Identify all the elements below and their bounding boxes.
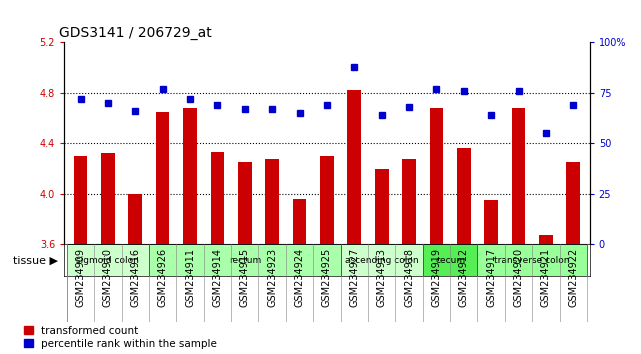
Bar xyxy=(293,199,306,244)
Bar xyxy=(128,194,142,244)
Text: GSM234918: GSM234918 xyxy=(404,248,414,307)
Text: GSM234921: GSM234921 xyxy=(541,248,551,307)
Text: GSM234912: GSM234912 xyxy=(459,248,469,307)
Bar xyxy=(156,112,169,244)
Text: GSM234917: GSM234917 xyxy=(486,248,496,307)
Text: GSM234914: GSM234914 xyxy=(212,248,222,307)
Bar xyxy=(149,244,340,276)
Text: transverse colon: transverse colon xyxy=(494,256,570,265)
Bar xyxy=(512,108,526,244)
Text: sigmoid colon: sigmoid colon xyxy=(76,256,139,265)
Text: cecum: cecum xyxy=(435,256,465,265)
Text: GDS3141 / 206729_at: GDS3141 / 206729_at xyxy=(59,26,212,40)
Bar xyxy=(340,244,422,276)
Text: ascending colon: ascending colon xyxy=(345,256,419,265)
Text: GSM234916: GSM234916 xyxy=(130,248,140,307)
Bar xyxy=(265,159,279,244)
Bar xyxy=(429,108,444,244)
Text: GSM234909: GSM234909 xyxy=(76,248,85,307)
Bar xyxy=(375,169,388,244)
Bar xyxy=(320,156,334,244)
Bar xyxy=(457,148,470,244)
Text: GSM234913: GSM234913 xyxy=(377,248,387,307)
Text: rectum: rectum xyxy=(229,256,261,265)
Bar xyxy=(347,90,361,244)
Bar xyxy=(74,156,87,244)
Text: GSM234911: GSM234911 xyxy=(185,248,195,307)
Text: GSM234910: GSM234910 xyxy=(103,248,113,307)
Bar xyxy=(567,162,580,244)
Text: GSM234925: GSM234925 xyxy=(322,248,332,307)
Bar xyxy=(402,159,416,244)
Bar xyxy=(485,200,498,244)
Bar xyxy=(539,235,553,244)
Text: GSM234922: GSM234922 xyxy=(569,248,578,307)
Text: GSM234927: GSM234927 xyxy=(349,248,360,307)
Bar xyxy=(183,108,197,244)
Bar xyxy=(101,153,115,244)
Bar xyxy=(478,244,587,276)
Legend: transformed count, percentile rank within the sample: transformed count, percentile rank withi… xyxy=(24,326,217,349)
Bar xyxy=(238,162,252,244)
Bar xyxy=(210,152,224,244)
Text: GSM234926: GSM234926 xyxy=(158,248,168,307)
Bar xyxy=(67,244,149,276)
Bar xyxy=(422,244,478,276)
Text: tissue ▶: tissue ▶ xyxy=(13,255,58,265)
Text: GSM234919: GSM234919 xyxy=(431,248,442,307)
Text: GSM234915: GSM234915 xyxy=(240,248,250,307)
Text: GSM234920: GSM234920 xyxy=(513,248,524,307)
Text: GSM234924: GSM234924 xyxy=(294,248,304,307)
Text: GSM234923: GSM234923 xyxy=(267,248,277,307)
